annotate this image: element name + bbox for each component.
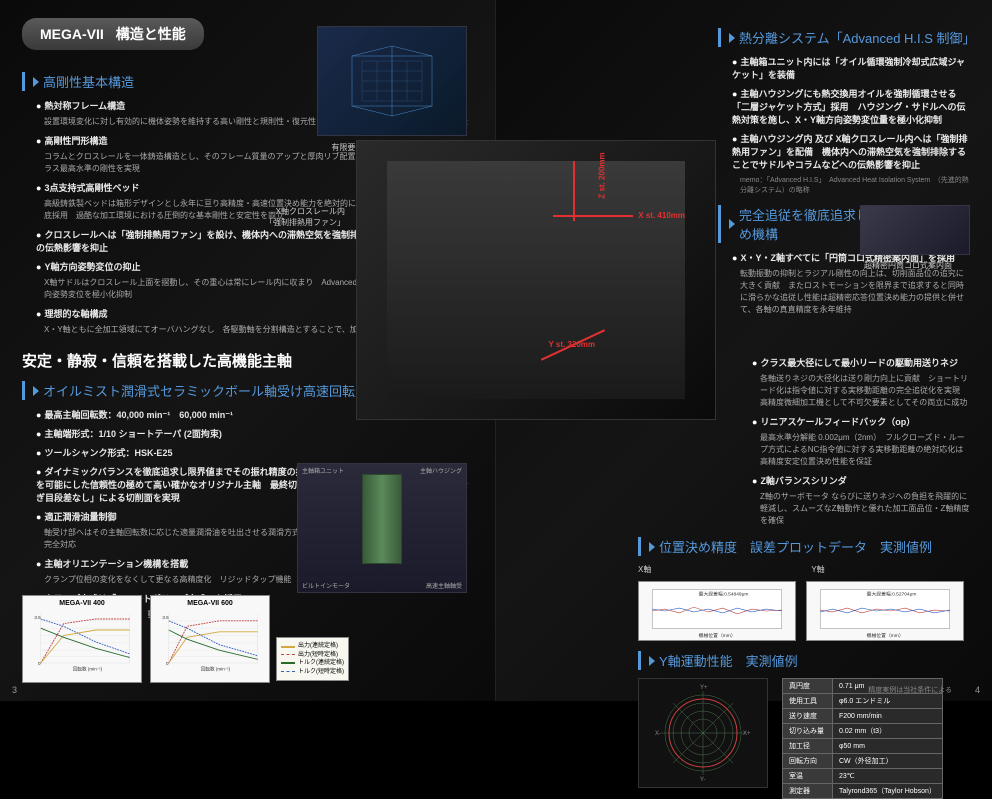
svg-text:0: 0 — [38, 661, 41, 666]
spec-val: 0.02 mm（t3） — [833, 724, 943, 739]
plot-x-axis: 最大誤差幅:0.54849μm 機械位置（mm） — [638, 581, 796, 641]
title-badge: MEGA-VII 構造と性能 — [22, 18, 204, 50]
bullet: リニアスケールフィードバック（op） — [752, 415, 970, 428]
chart-mega400: MEGA-VII 400 3.5 0 回転数 (min⁻¹) — [22, 595, 142, 683]
spindle-label-1: 主軸箱ユニット — [302, 466, 344, 475]
desc: 各軸送りネジの大径化は送り剛力向上に貢献 ショートリード化は指令値に対する実移動… — [760, 373, 970, 409]
page-number: 4 — [975, 685, 980, 695]
arrow-x: X st. 410mm — [638, 211, 685, 220]
svg-text:最大誤差幅:0.52704μm: 最大誤差幅:0.52704μm — [867, 591, 917, 598]
spec-val: φ6.0 エンドミル — [833, 694, 943, 709]
bullet: 主軸ハウジングにも熱交換用オイルを強制循環させる「二層ジャケット方式」採用 ハウ… — [732, 87, 970, 126]
chart-mega600: MEGA-VII 600 3.5 0 回転数 (min⁻¹) — [150, 595, 270, 683]
model-name: MEGA-VII — [40, 26, 104, 42]
bullet: Z軸バランスシリンダ — [752, 474, 970, 487]
svg-text:機械位置（mm）: 機械位置（mm） — [867, 632, 904, 639]
spec-key: 切り込み量 — [783, 724, 833, 739]
spec-key: 測定器 — [783, 784, 833, 799]
svg-text:最大誤差幅:0.54849μm: 最大誤差幅:0.54849μm — [699, 591, 749, 598]
machine-render: Z st. 200mm X st. 410mm Y st. 320mm — [356, 140, 716, 420]
guide-label: 超精密円筒コロ式案内面 — [864, 260, 952, 271]
bullet: 主軸端形式：1/10 ショートテーパ (2面拘束) — [36, 427, 473, 440]
table-row: 回転方向CW（外径加工） — [783, 754, 943, 769]
fea-image — [317, 26, 467, 136]
svg-text:X+: X+ — [743, 731, 751, 737]
spindle-label-3: ビルトインモータ — [302, 581, 350, 590]
spec-key: 室温 — [783, 769, 833, 784]
plot-x-title: X軸 — [638, 564, 651, 575]
chart-title: MEGA-VII 600 — [155, 600, 265, 607]
circularity-plot: Y+ Y- X- X+ — [638, 678, 768, 788]
footer-note: 精度実例は当社条件による — [868, 685, 952, 695]
spec-val: CW（外径加工） — [833, 754, 943, 769]
svg-text:Y-: Y- — [700, 777, 705, 783]
plot-y-title: Y軸 — [811, 564, 824, 575]
table-row: 使用工具φ6.0 エンドミル — [783, 694, 943, 709]
svg-text:回転数 (min⁻¹): 回転数 (min⁻¹) — [73, 665, 103, 672]
arrow-y: Y st. 320mm — [548, 340, 595, 349]
table-row: 測定器Talyrond365（Taylor Hobson） — [783, 784, 943, 799]
table-row: 送り速度F200 mm/min — [783, 709, 943, 724]
spec-key: 使用工具 — [783, 694, 833, 709]
svg-text:3.5: 3.5 — [162, 615, 169, 620]
spec-val: 23℃ — [833, 769, 943, 784]
chart-title: MEGA-VII 400 — [27, 600, 137, 607]
spec-key: 送り速度 — [783, 709, 833, 724]
page-right: Z st. 200mm X st. 410mm Y st. 320mm 熱分離シ… — [496, 0, 992, 701]
guide-image — [860, 205, 970, 255]
page-number: 3 — [12, 685, 17, 695]
spec-key: 回転方向 — [783, 754, 833, 769]
svg-text:3.5: 3.5 — [34, 615, 41, 620]
bullet: 主軸箱ユニット内には「オイル循環強制冷却式広域ジャケット」を装備 — [732, 55, 970, 81]
desc: 転動振動の抑制とラジアル剛性の向上は、切削面品位の追究に大きく貢献 またロストモ… — [740, 268, 970, 316]
fea-mesh-icon — [332, 41, 452, 121]
chart-legend: 出力(連続定格) 出力(短時定格) トルク(連続定格) トルク(短時定格) — [276, 637, 349, 681]
desc: 最高水準分解能 0.002μm（2nm） フルクローズド・ループ方式によるNC指… — [760, 432, 970, 468]
spec-val: φ50 mm — [833, 739, 943, 754]
spec-table: 真円度0.71 μm使用工具φ6.0 エンドミル送り速度F200 mm/min切… — [782, 678, 943, 799]
spindle-cutaway: 主軸箱ユニット 主軸ハウジング ビルトインモータ 高速主軸軸受 — [297, 463, 467, 593]
table-row: 加工径φ50 mm — [783, 739, 943, 754]
table-row: 室温23℃ — [783, 769, 943, 784]
table-row: 切り込み量0.02 mm（t3） — [783, 724, 943, 739]
spec-val: Talyrond365（Taylor Hobson） — [833, 784, 943, 799]
bullet: ツールシャンク形式：HSK-E25 — [36, 446, 473, 459]
arrow-z: Z st. 200mm — [579, 171, 625, 180]
desc: Z軸のサーボモータ ならびに送りネジへの負担を飛躍的に軽減し、スムーズなZ軸動作… — [760, 491, 970, 527]
svg-text:Y+: Y+ — [700, 685, 708, 691]
memo-text: memo：「Advanced H.I.S」 Advanced Heat Isol… — [740, 175, 970, 195]
spec-val: F200 mm/min — [833, 709, 943, 724]
svg-text:回転数 (min⁻¹): 回転数 (min⁻¹) — [201, 665, 231, 672]
svg-text:機械位置（mm）: 機械位置（mm） — [699, 632, 736, 639]
heading-plot: 位置決め精度 誤差プロットデータ 実測値例 — [638, 537, 970, 556]
badge-subtitle: 構造と性能 — [116, 26, 186, 42]
svg-text:X-: X- — [655, 731, 661, 737]
svg-text:0: 0 — [166, 661, 169, 666]
spindle-label-2: 主軸ハウジング — [420, 466, 462, 475]
heading-his: 熱分離システム「Advanced H.I.S 制御」 — [718, 28, 970, 47]
charts-row: MEGA-VII 400 3.5 0 回転数 (min⁻¹) MEGA-VII 6… — [22, 595, 270, 683]
plot-y-axis: 最大誤差幅:0.52704μm 機械位置（mm） — [806, 581, 964, 641]
bullet: 主軸ハウジング内 及び X軸クロスレール内へは「強制排熱用ファン」を配備 機体内… — [732, 132, 970, 171]
spec-key: 真円度 — [783, 679, 833, 694]
heading-circularity: Y軸運動性能 実測値例 — [638, 651, 970, 670]
rail-label: X軸クロスレール内「強制排熱用ファン」 — [265, 206, 345, 228]
spindle-label-4: 高速主軸軸受 — [426, 581, 462, 590]
spec-key: 加工径 — [783, 739, 833, 754]
bullet: クラス最大径にして最小リードの駆動用送りネジ — [752, 356, 970, 369]
